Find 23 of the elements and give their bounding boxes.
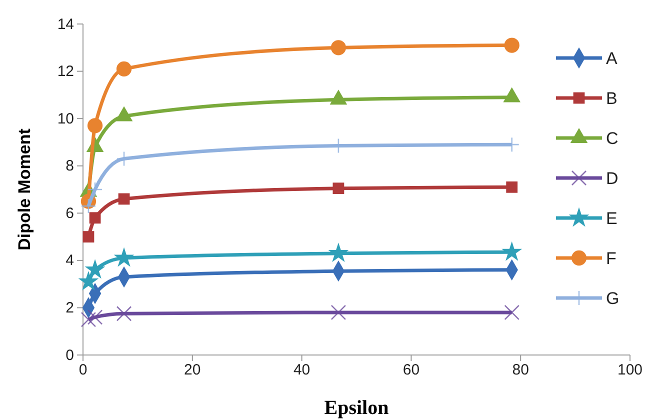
y-axis-title: Dipole Moment	[15, 128, 34, 250]
legend-label: C	[606, 129, 618, 148]
y-tick-label: 4	[66, 252, 74, 270]
x-axis-title: Epsilon	[324, 397, 389, 419]
x-tick-label: 40	[293, 362, 310, 379]
x-tick-label: 100	[617, 362, 643, 379]
legend-label: A	[606, 49, 618, 68]
x-tick-label: 0	[78, 362, 88, 379]
legend-label: D	[606, 169, 618, 188]
y-tick-label: 2	[66, 300, 74, 317]
legend-label: G	[606, 289, 620, 308]
y-tick-label: 0	[66, 346, 74, 364]
y-tick-label: 10	[57, 110, 74, 128]
x-tick-label: 60	[402, 362, 420, 379]
y-tick-label: 6	[66, 204, 74, 222]
legend-label: F	[606, 249, 616, 268]
legend-label: E	[606, 209, 618, 228]
x-tick-label: 20	[184, 362, 201, 379]
y-tick-label: 8	[66, 158, 74, 175]
y-tick-label: 14	[57, 16, 74, 33]
x-tick-label: 80	[512, 362, 529, 379]
legend-label: B	[606, 89, 618, 108]
y-tick-label: 12	[57, 63, 74, 80]
